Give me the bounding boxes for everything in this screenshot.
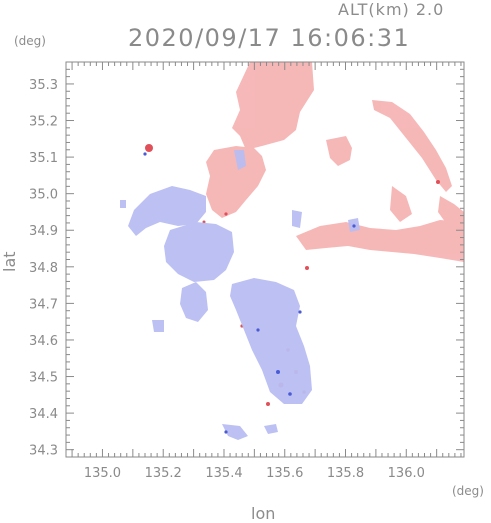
x-tick-label: 135.0 [84,466,121,481]
y-tick-label: 34.9 [29,224,58,239]
y-tick-label: 35.1 [29,151,58,166]
y-tick-label: 34.3 [29,444,58,459]
altitude-label: ALT(km) 2.0 [338,0,445,19]
y-axis-unit: (deg) [14,34,46,48]
y-tick-label: 34.5 [29,371,58,386]
x-tick-label: 135.6 [266,466,303,481]
y-tick-label: 34.4 [29,407,58,422]
x-tick-label: 135.4 [205,466,242,481]
x-tick-label: 135.8 [327,466,364,481]
recede-echo-north [206,62,464,262]
x-tick-label: 135.2 [145,466,182,481]
approach-echo [120,150,360,440]
x-axis-unit: (deg) [452,484,484,498]
y-tick-label: 35.0 [29,188,58,203]
y-tick-label: 34.7 [29,297,58,312]
x-axis-title: lon [251,504,276,523]
velocity-field [120,62,464,440]
observation-datetime: 2020/09/17 16:06:31 [128,24,411,52]
axis-ticks [65,62,464,458]
approach-echo-strong [143,152,356,434]
axis-tick-labels: 135.0 135.2 135.4 135.6 135.8 136.0 35.3 35.2 35… [29,78,425,481]
y-tick-label: 35.2 [29,115,58,130]
x-tick-label: 136.0 [388,466,425,481]
y-tick-label: 34.6 [29,334,58,349]
y-tick-label: 34.8 [29,261,58,276]
y-tick-label: 35.3 [29,78,58,93]
